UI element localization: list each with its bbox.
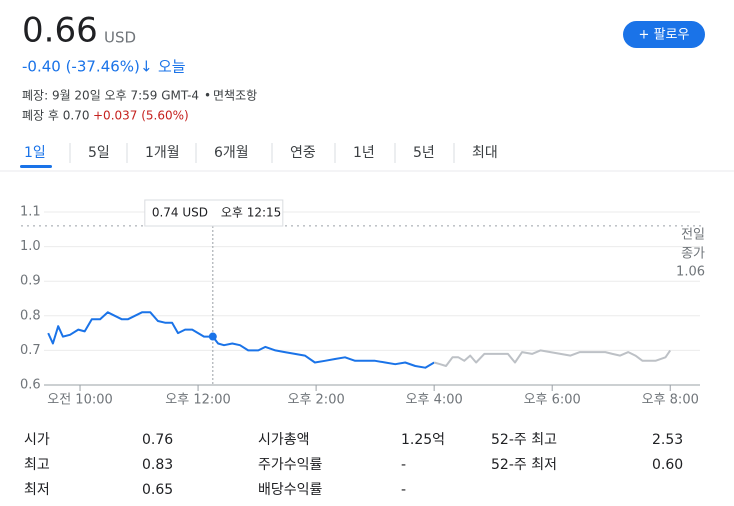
previous-close-value: 1.06 <box>676 265 705 280</box>
y-tick-label: 0.7 <box>20 343 41 358</box>
stat-value: 1.25억 <box>401 432 445 448</box>
x-tick-label: 오후 2:00 <box>287 393 344 408</box>
stat-label: 시가 <box>24 432 50 448</box>
hover-point <box>208 332 217 341</box>
stat-label: 시가총액 <box>258 432 310 448</box>
separator: • <box>204 89 211 103</box>
after-hours: 폐장 후 0.70 <box>22 109 89 123</box>
price-line <box>433 349 672 367</box>
change: -0.40 (-37.46%) <box>22 58 140 76</box>
x-tick-label: 오후 6:00 <box>524 393 581 408</box>
tooltip-box <box>144 199 284 227</box>
period: 오늘 <box>158 58 186 76</box>
previous-close-label: 전일 <box>681 228 705 243</box>
tab[interactable]: 1개월 <box>145 145 180 161</box>
x-tick-label: 오전 10:00 <box>47 393 113 408</box>
stat-label: 52-주 최저 <box>491 457 557 473</box>
tab[interactable]: 최대 <box>472 145 498 161</box>
tab[interactable]: 6개월 <box>214 145 249 161</box>
y-tick-label: 1.1 <box>20 205 41 220</box>
stat-value: - <box>401 482 406 498</box>
close-info: 폐장: 9월 20일 오후 7:59 GMT-4 <box>22 89 199 103</box>
tab[interactable]: 1일 <box>24 145 46 161</box>
price: 0.66 <box>22 11 98 51</box>
tooltip-time: 오후 12:15 <box>221 206 281 220</box>
stat-value: 0.60 <box>652 457 683 473</box>
follow-button[interactable] <box>623 21 705 48</box>
stat-label: 최저 <box>24 482 50 498</box>
stat-value: 2.53 <box>652 432 683 448</box>
stat-value: 0.76 <box>142 432 173 448</box>
stat-value: 0.65 <box>142 482 173 498</box>
price-line <box>47 311 435 369</box>
stat-label: 최고 <box>24 457 50 473</box>
y-tick-label: 0.6 <box>20 378 41 393</box>
currency: USD <box>104 29 136 47</box>
tab[interactable]: 5일 <box>88 145 110 161</box>
x-tick-label: 오후 4:00 <box>406 393 463 408</box>
stat-value: 0.83 <box>142 457 173 473</box>
change-arrow: ↓ <box>140 58 153 76</box>
follow-label[interactable]: + 팔로우 <box>639 28 690 43</box>
stat-value: - <box>401 457 406 473</box>
stat-label: 주가수익률 <box>258 457 323 473</box>
y-tick-label: 0.8 <box>20 308 41 323</box>
stat-label: 52-주 최고 <box>491 432 557 448</box>
disclaimer[interactable]: 면책조항 <box>213 88 257 103</box>
y-tick-label: 1.0 <box>20 239 41 254</box>
tab[interactable]: 5년 <box>413 145 435 161</box>
tooltip-price: 0.74 USD <box>152 206 208 220</box>
y-tick-label: 0.9 <box>20 274 41 289</box>
x-tick-label: 오후 8:00 <box>642 393 699 408</box>
tab[interactable]: 1년 <box>353 145 375 161</box>
x-tick-label: 오후 12:00 <box>165 393 231 408</box>
previous-close-label: 종가 <box>681 247 705 262</box>
tab-underline <box>20 165 52 168</box>
tab[interactable]: 연중 <box>290 145 316 161</box>
after-hours-change: +0.037 (5.60%) <box>93 109 189 123</box>
stat-label: 배당수익률 <box>258 482 323 498</box>
